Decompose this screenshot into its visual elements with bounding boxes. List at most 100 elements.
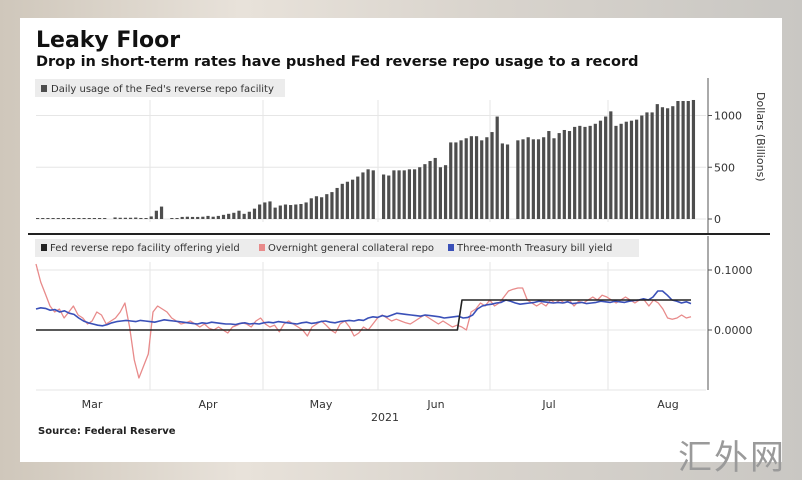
lines-group <box>35 263 692 379</box>
bar-115 <box>629 120 634 219</box>
bar-69 <box>392 170 396 219</box>
bar-53 <box>309 198 313 219</box>
bar-57 <box>330 192 334 219</box>
bar-83 <box>464 138 468 219</box>
bar-113 <box>619 123 623 219</box>
bar-38 <box>232 212 236 219</box>
bar-102 <box>562 129 566 219</box>
bar-125 <box>681 101 685 219</box>
bar-109 <box>598 120 603 219</box>
bar-127 <box>691 99 696 219</box>
bar-71 <box>402 170 406 219</box>
bar-89 <box>495 116 499 219</box>
bar-70 <box>397 170 401 219</box>
bar-4 <box>56 218 60 219</box>
bar-12 <box>97 218 102 219</box>
bar-11 <box>92 218 96 219</box>
legend-swatch-0 <box>41 244 47 251</box>
bar-96 <box>531 139 535 219</box>
bar-44 <box>263 202 267 219</box>
bar-47 <box>278 205 282 219</box>
bar-29 <box>185 216 189 219</box>
top-ytick-label-0: 0 <box>714 213 721 226</box>
bar-6 <box>66 218 71 219</box>
legend-label-1: Overnight general collateral repo <box>268 243 434 254</box>
bar-101 <box>557 133 561 219</box>
source-note: Source: Federal Reserve <box>38 426 176 437</box>
bar-103 <box>567 131 572 219</box>
bar-43 <box>258 204 262 219</box>
bar-9 <box>82 218 86 219</box>
bottom-ytick-label-1: 0.1000 <box>714 264 753 277</box>
bar-86 <box>480 140 484 219</box>
legend-swatch-usage <box>41 85 47 92</box>
bar-26 <box>170 218 174 219</box>
bar-10 <box>87 218 91 219</box>
bar-111 <box>609 111 613 219</box>
bar-105 <box>578 125 582 219</box>
bar-55 <box>320 197 324 219</box>
bar-1 <box>41 218 45 219</box>
bar-31 <box>196 216 200 219</box>
bar-64 <box>366 169 370 219</box>
bar-93 <box>516 140 520 219</box>
bar-5 <box>61 218 66 219</box>
y-axis-label: Dollars (Billions) <box>754 92 767 182</box>
bar-65 <box>371 170 375 219</box>
bar-8 <box>77 218 81 219</box>
bar-100 <box>552 138 556 219</box>
bar-76 <box>428 161 432 219</box>
bar-32 <box>201 216 205 219</box>
bar-27 <box>175 218 179 219</box>
bar-34 <box>211 216 215 219</box>
bar-75 <box>423 164 427 219</box>
bar-46 <box>273 207 277 219</box>
bar-72 <box>407 169 412 219</box>
bar-60 <box>345 181 350 219</box>
x-ticks: Mar Apr May Jun Jul Aug <box>82 398 679 411</box>
top-y-ticks: 0 500 1000 <box>708 110 742 226</box>
bar-49 <box>289 205 293 219</box>
chart-title: Leaky Floor <box>36 28 181 53</box>
bottom-legend-box <box>35 239 639 257</box>
bar-41 <box>247 211 251 219</box>
bar-106 <box>583 126 587 219</box>
x-axis-year-label: 2021 <box>371 411 399 424</box>
bar-107 <box>588 125 592 219</box>
bars-group <box>36 99 696 220</box>
x-tick-label-1: Apr <box>198 398 218 411</box>
top-legend-box <box>35 79 285 97</box>
bar-78 <box>438 167 442 219</box>
top-ytick-label-1: 500 <box>714 161 735 174</box>
bar-114 <box>624 121 628 219</box>
bar-74 <box>418 167 422 219</box>
bar-0 <box>36 218 40 219</box>
bar-33 <box>206 215 210 219</box>
bar-67 <box>381 174 386 219</box>
bar-98 <box>542 137 546 220</box>
bottom-legend: Fed reverse repo facility offering yield… <box>35 239 639 257</box>
bar-116 <box>635 119 639 219</box>
x-tick-label-3: Jun <box>426 398 444 411</box>
series-line-0 <box>36 299 691 331</box>
bar-2 <box>46 218 50 219</box>
legend-label-0: Fed reverse repo facility offering yield <box>50 243 240 254</box>
watermark: 汇外网 <box>678 438 786 478</box>
bar-52 <box>304 202 308 219</box>
series-line-2 <box>35 290 692 327</box>
bar-17 <box>123 217 127 219</box>
bar-62 <box>356 176 360 219</box>
bar-7 <box>72 218 76 219</box>
bar-56 <box>325 194 329 219</box>
bar-40 <box>242 213 246 219</box>
bar-54 <box>314 196 319 219</box>
bar-42 <box>252 208 257 219</box>
bar-90 <box>500 143 504 219</box>
bar-37 <box>227 213 231 219</box>
bar-84 <box>469 136 473 219</box>
bar-50 <box>294 204 298 219</box>
bar-121 <box>660 107 665 219</box>
legend-label-usage: Daily usage of the Fed's reverse repo fa… <box>51 84 274 95</box>
bar-20 <box>139 217 143 219</box>
